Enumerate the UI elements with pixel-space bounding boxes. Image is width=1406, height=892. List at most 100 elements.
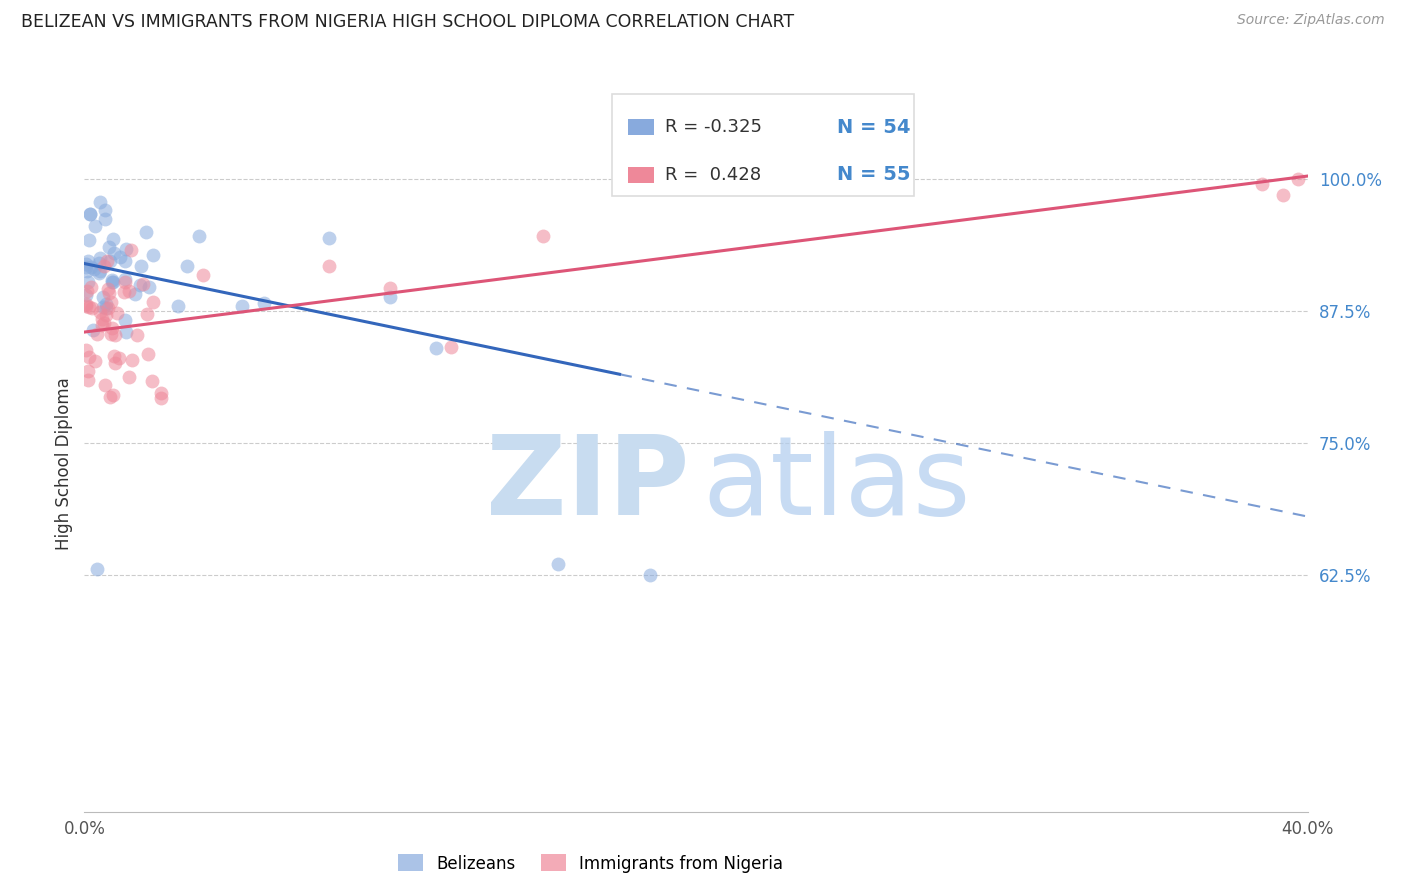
Point — [83, 261, 105, 276]
Point — [75, 257, 97, 271]
Text: atlas: atlas — [702, 431, 970, 538]
Point — [77, 275, 100, 289]
Point — [104, 356, 127, 370]
Y-axis label: High School Diploma: High School Diploma — [55, 377, 73, 550]
Point — [75, 288, 97, 302]
Point — [118, 370, 141, 384]
Point — [114, 272, 136, 286]
Text: R = -0.325: R = -0.325 — [665, 119, 762, 136]
Point — [425, 341, 447, 355]
Point — [129, 259, 152, 273]
Point — [135, 226, 157, 240]
Point — [89, 305, 111, 319]
Point — [100, 294, 122, 309]
Text: N = 55: N = 55 — [837, 165, 910, 184]
Point — [150, 391, 173, 405]
Point — [79, 233, 101, 247]
Point — [87, 256, 110, 270]
Point — [100, 321, 122, 335]
Point — [114, 275, 136, 289]
Point — [96, 253, 118, 268]
Point — [132, 277, 155, 292]
Point — [77, 374, 100, 388]
Point — [79, 207, 101, 221]
Point — [638, 567, 661, 582]
Point — [93, 203, 115, 218]
Point — [105, 306, 128, 320]
Point — [79, 260, 101, 275]
Point — [188, 228, 211, 243]
Point — [94, 377, 117, 392]
Point — [75, 297, 97, 311]
Point — [125, 327, 148, 342]
Point — [96, 301, 118, 316]
Point — [103, 349, 125, 363]
Point — [100, 326, 122, 341]
Text: Source: ZipAtlas.com: Source: ZipAtlas.com — [1237, 13, 1385, 28]
Point — [318, 259, 340, 273]
Point — [142, 294, 165, 309]
Point — [91, 290, 114, 304]
Point — [98, 240, 121, 254]
Point — [108, 351, 131, 365]
Point — [84, 219, 107, 233]
Point — [75, 343, 97, 357]
Point — [77, 300, 100, 314]
Point — [124, 287, 146, 301]
Point — [231, 299, 253, 313]
Point — [80, 301, 103, 315]
Point — [149, 385, 172, 400]
Point — [93, 212, 115, 227]
Text: R =  0.428: R = 0.428 — [665, 166, 761, 184]
Point — [115, 243, 138, 257]
Point — [112, 285, 135, 299]
Point — [91, 311, 114, 326]
Point — [75, 260, 97, 274]
Point — [138, 279, 160, 293]
Text: ZIP: ZIP — [486, 431, 690, 538]
Text: BELIZEAN VS IMMIGRANTS FROM NIGERIA HIGH SCHOOL DIPLOMA CORRELATION CHART: BELIZEAN VS IMMIGRANTS FROM NIGERIA HIGH… — [21, 13, 794, 31]
Point — [141, 374, 163, 388]
Point — [77, 254, 100, 268]
Point — [94, 308, 117, 322]
Point — [1286, 172, 1309, 186]
Point — [89, 195, 111, 210]
Point — [91, 318, 114, 333]
Point — [93, 301, 115, 315]
Point — [101, 273, 124, 287]
Point — [120, 243, 142, 257]
Point — [98, 390, 121, 404]
Point — [121, 353, 143, 368]
Point — [193, 268, 215, 282]
Point — [135, 307, 157, 321]
Point — [115, 325, 138, 339]
Point — [79, 207, 101, 221]
Point — [547, 557, 569, 571]
Point — [97, 285, 120, 300]
Point — [76, 263, 98, 277]
Point — [118, 284, 141, 298]
Point — [114, 313, 136, 327]
Point — [253, 295, 276, 310]
Point — [97, 301, 120, 316]
Point — [77, 350, 100, 364]
Point — [76, 299, 98, 313]
Point — [93, 316, 115, 330]
Point — [1272, 188, 1295, 202]
Point — [103, 387, 125, 401]
Point — [114, 253, 136, 268]
Point — [82, 323, 104, 337]
Point — [176, 259, 198, 273]
Point — [84, 353, 107, 368]
Point — [1250, 178, 1272, 192]
Point — [380, 290, 402, 304]
Point — [103, 276, 125, 290]
Point — [101, 232, 124, 246]
Point — [80, 279, 103, 293]
Point — [440, 340, 463, 354]
Point — [76, 364, 98, 378]
Point — [86, 562, 108, 576]
Legend: Belizeans, Immigrants from Nigeria: Belizeans, Immigrants from Nigeria — [391, 847, 790, 880]
Point — [167, 299, 190, 313]
Point — [108, 250, 131, 264]
